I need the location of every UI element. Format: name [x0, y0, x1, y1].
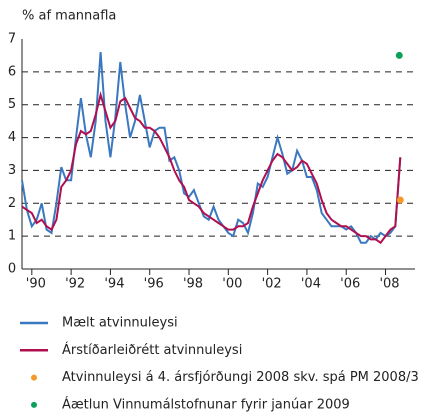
- y-axis-label: % af mannafla: [22, 9, 116, 24]
- x-tick-label: '92: [65, 277, 85, 292]
- x-tick-label: '96: [144, 277, 164, 292]
- y-tick-label: 6: [8, 64, 16, 79]
- x-tick-label: '98: [183, 277, 203, 292]
- x-tick-label: '02: [262, 277, 282, 292]
- x-tick-label: '06: [340, 277, 360, 292]
- x-tick-label: '08: [379, 277, 399, 292]
- legend-label: Atvinnuleysi á 4. ársfjórðungi 2008 skv.…: [62, 370, 419, 385]
- y-tick-label: 4: [8, 130, 16, 145]
- legend-marker: [31, 401, 37, 408]
- y-tick-label: 5: [8, 97, 16, 112]
- series-line: [21, 52, 402, 244]
- legend-marker: [31, 374, 37, 381]
- y-tick-label: 7: [8, 32, 16, 47]
- legend-label: Mælt atvinnuleysi: [62, 316, 178, 331]
- y-tick-label: 3: [8, 163, 16, 178]
- x-tick-label: '04: [301, 277, 321, 292]
- legend-label: Árstíðarleiðrétt atvinnuleysi: [62, 342, 242, 358]
- x-tick-label: '94: [104, 277, 124, 292]
- data-point: [395, 51, 403, 59]
- series-line: [21, 91, 402, 245]
- y-tick-label: 0: [8, 262, 16, 277]
- legend-label: Áætlun Vinnumálstofnunar fyrir janúar 20…: [62, 396, 350, 412]
- y-tick-label: 2: [8, 196, 16, 211]
- y-tick-label: 1: [8, 229, 16, 244]
- data-point: [396, 196, 404, 204]
- x-tick-label: '90: [26, 277, 46, 292]
- x-tick-label: '00: [222, 277, 242, 292]
